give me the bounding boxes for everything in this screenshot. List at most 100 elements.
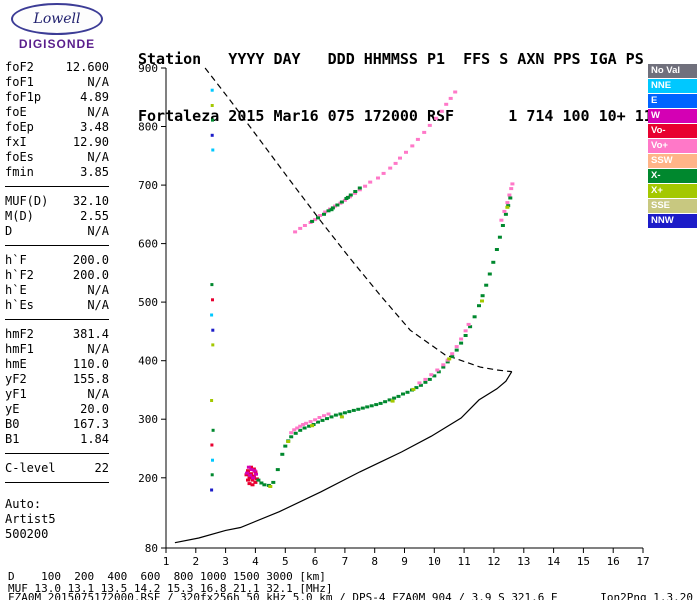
y-tick-label: 800: [138, 121, 158, 134]
x-tick-label: 3: [222, 555, 229, 568]
param-group-1: MUF(D) 32.10 M(D) 2.55 D N/A: [5, 194, 109, 239]
param-value: 155.8: [72, 372, 109, 386]
param-value: N/A: [87, 283, 109, 297]
param-row-yF2: yF2 155.8: [5, 372, 109, 387]
param-value: 2.55: [80, 209, 109, 223]
header-line-labels: Station YYYY DAY DDD HHMMSS P1 FFS S AXN…: [138, 50, 644, 68]
param-separator: [5, 186, 109, 187]
param-row-hmE: hmE 110.0: [5, 357, 109, 372]
x-tick-label: 1: [163, 555, 170, 568]
param-group-0: foF2 12.600 foF1 N/A foF1p 4.89 foE N/A foEp 3.48…: [5, 60, 109, 180]
param-label: MUF(D): [5, 194, 49, 208]
legend-item-ssw: SSW: [648, 154, 697, 168]
param-separator: [5, 453, 109, 454]
f-trace-x-minus: [256, 196, 513, 487]
rfi-column-x-plus: [210, 104, 215, 402]
param-footer-row: 500200: [5, 527, 49, 541]
legend-item-x-: X-: [648, 169, 697, 183]
param-value: 20.0: [80, 402, 109, 416]
second-hop-x-minus: [310, 186, 362, 223]
param-value: 32.10: [72, 194, 109, 208]
param-label: B1: [5, 432, 20, 446]
param-row-foEs: foEs N/A: [5, 150, 109, 165]
param-row-foF1p: foF1p 4.89: [5, 90, 109, 105]
param-label: h`F2: [5, 268, 34, 282]
param-value: 200.0: [72, 268, 109, 282]
param-value: N/A: [87, 298, 109, 312]
param-value: 200.0: [72, 253, 109, 267]
x-tick-label: 4: [252, 555, 259, 568]
param-label: D: [5, 224, 13, 238]
x-tick-label: 7: [342, 555, 349, 568]
param-value: N/A: [87, 342, 109, 356]
param-label: fmin: [5, 165, 34, 179]
x-tick-label: 5: [282, 555, 289, 568]
param-value: 110.0: [72, 357, 109, 371]
x-plus-sprinkle: [268, 205, 510, 488]
param-row-C-level: C-level 22: [5, 461, 109, 476]
param-value: 3.48: [80, 120, 109, 134]
y-tick-label: 500: [138, 296, 158, 309]
param-row-fxI: fxI 12.90: [5, 135, 109, 150]
doppler-direction-legend: No Val NNE E W Vo- Vo+ SSW X- X+ SSE NNW: [648, 64, 697, 229]
second-hop-vo-plus: [293, 90, 458, 234]
logo-lowell-text: Lowell: [33, 11, 81, 27]
param-label: foEp: [5, 120, 34, 134]
param-value: N/A: [87, 387, 109, 401]
param-label: foF1: [5, 75, 34, 89]
param-footer-row: Artist5: [5, 512, 56, 526]
param-value: N/A: [87, 150, 109, 164]
param-row-foEp: foEp 3.48: [5, 120, 109, 135]
bottomside-profile-solid: [174, 371, 513, 544]
status-file-info: FZA0M_2015075172000.RSF / 320fx256h 50 k…: [8, 591, 558, 600]
logo-oval: Lowell: [11, 3, 103, 35]
param-value: 167.3: [72, 417, 109, 431]
param-label: foF1p: [5, 90, 42, 104]
param-label: hmF1: [5, 342, 34, 356]
rfi-column-nne: [210, 88, 215, 462]
x-tick-label: 16: [607, 555, 620, 568]
param-value: 381.4: [72, 327, 109, 341]
header-line-values: Fortaleza 2015 Mar16 075 172000 RSF 1 71…: [138, 107, 653, 125]
legend-item-nnw: NNW: [648, 214, 697, 228]
param-row-MUF(D): MUF(D) 32.10: [5, 194, 109, 209]
param-row-B1: B1 1.84: [5, 432, 109, 447]
rfi-column-nnw: [210, 133, 215, 492]
x-tick-label: 8: [371, 555, 378, 568]
muf-row: MUF 13.0 13.1 13.5 14.2 15.3 16.8 21.1 3…: [8, 582, 333, 595]
param-label: h`F: [5, 253, 27, 267]
x-tick-label: 12: [487, 555, 500, 568]
x-tick-label: 11: [457, 555, 470, 568]
param-row-fmin: fmin 3.85: [5, 165, 109, 180]
param-label: B0: [5, 417, 20, 431]
param-value: N/A: [87, 105, 109, 119]
rfi-column-x-minus: [210, 118, 215, 477]
x-tick-label: 15: [577, 555, 590, 568]
param-row-yE: yE 20.0: [5, 402, 109, 417]
param-value: 12.90: [72, 135, 109, 149]
param-value: 3.85: [80, 165, 109, 179]
autoscaling-info: Auto: Artist5 500200: [5, 497, 109, 542]
x-tick-label: 10: [428, 555, 441, 568]
header-block: Station YYYY DAY DDD HHMMSS P1 FFS S AXN…: [138, 12, 653, 164]
legend-item-w: W: [648, 109, 697, 123]
param-label: h`E: [5, 283, 27, 297]
param-value: 12.600: [65, 60, 109, 74]
param-label: yE: [5, 402, 20, 416]
param-separator: [5, 482, 109, 483]
axes: [161, 67, 644, 553]
param-label: yF1: [5, 387, 27, 401]
param-label: hmE: [5, 357, 27, 371]
param-row-h`Es: h`Es N/A: [5, 298, 109, 313]
param-value: 22: [94, 461, 109, 475]
y-tick-label: 700: [138, 179, 158, 192]
x-tick-label: 6: [312, 555, 319, 568]
param-label: hmF2: [5, 327, 34, 341]
legend-item-x+: X+: [648, 184, 697, 198]
param-label: foE: [5, 105, 27, 119]
y-tick-label: 600: [138, 238, 158, 251]
y-tick-label: 900: [138, 62, 158, 75]
param-row-D: D N/A: [5, 224, 109, 239]
param-value: 1.84: [80, 432, 109, 446]
